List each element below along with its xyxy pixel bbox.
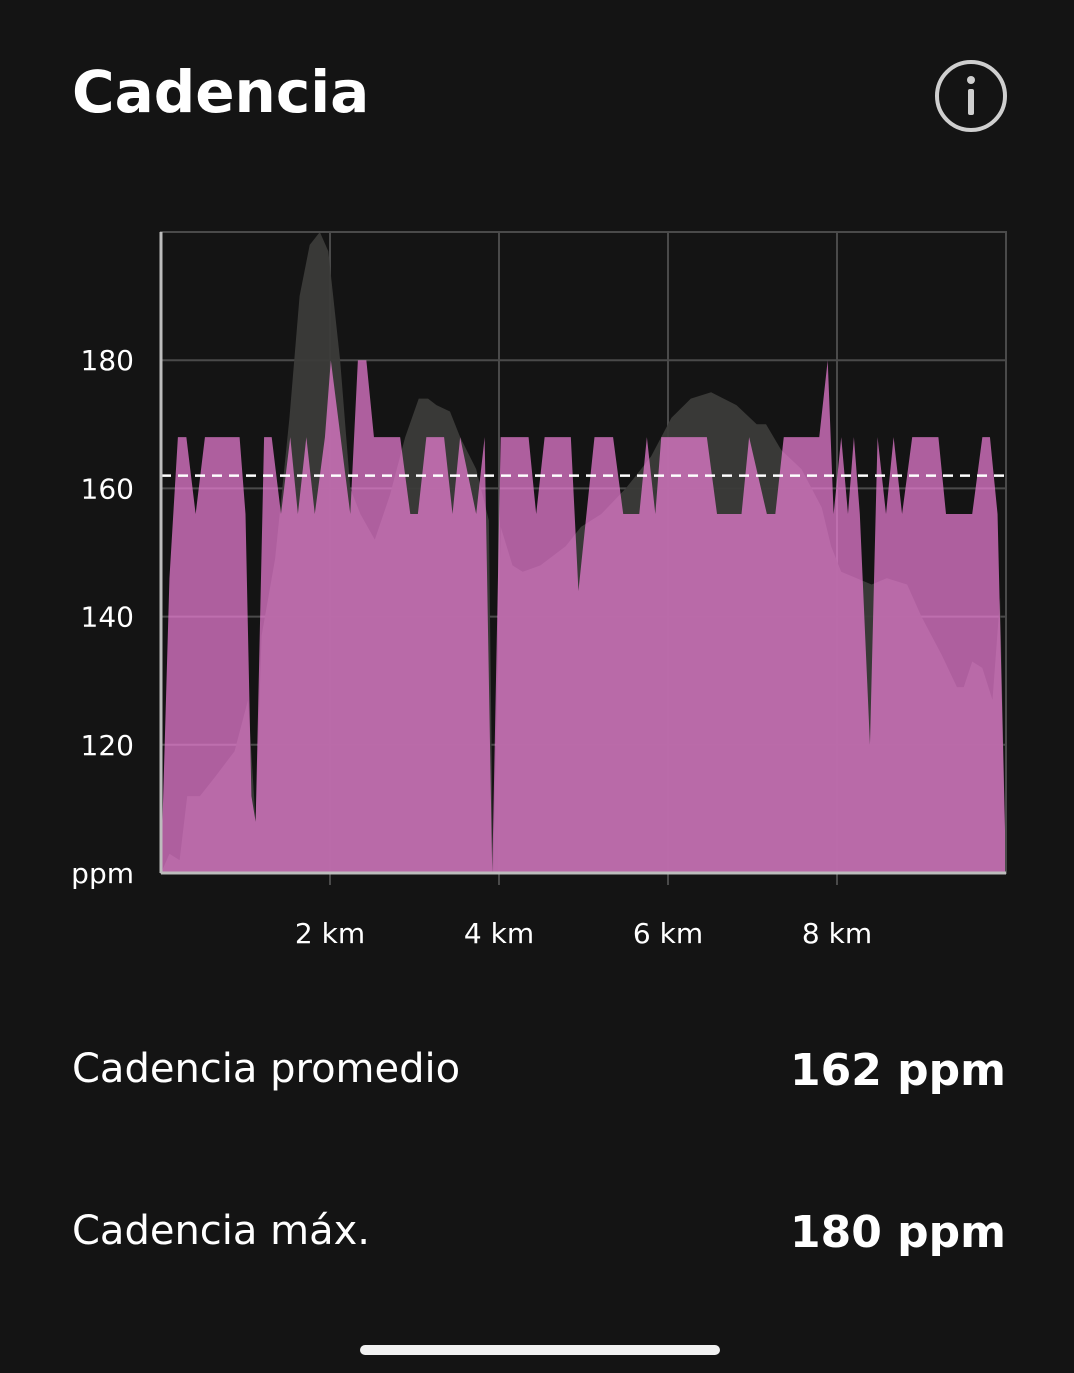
home-indicator <box>360 1345 720 1355</box>
y-tick-label: 180 <box>81 344 134 377</box>
info-icon-dot <box>967 76 975 84</box>
x-tick-label: 2 km <box>295 917 365 950</box>
info-icon-ring <box>935 60 1007 132</box>
stat-value: 162 ppm <box>790 1045 1006 1096</box>
y-tick-label: ppm <box>71 857 134 890</box>
info-icon-bar <box>968 89 974 115</box>
info-button[interactable] <box>935 60 1007 132</box>
y-tick-label: 120 <box>81 729 134 762</box>
y-tick-label: 140 <box>81 601 134 634</box>
series-area <box>161 360 1006 873</box>
stat-value: 180 ppm <box>790 1207 1006 1258</box>
x-tick-label: 6 km <box>633 917 703 950</box>
page-title: Cadencia <box>72 58 369 126</box>
stat-label: Cadencia máx. <box>72 1208 370 1254</box>
stat-label: Cadencia promedio <box>72 1046 460 1092</box>
x-tick-label: 8 km <box>802 917 872 950</box>
x-tick-label: 4 km <box>464 917 534 950</box>
y-tick-label: 160 <box>81 472 134 505</box>
cadence-chart: ppm 120 140 160 180 2 km 4 km 6 km 8 km <box>71 231 1007 950</box>
